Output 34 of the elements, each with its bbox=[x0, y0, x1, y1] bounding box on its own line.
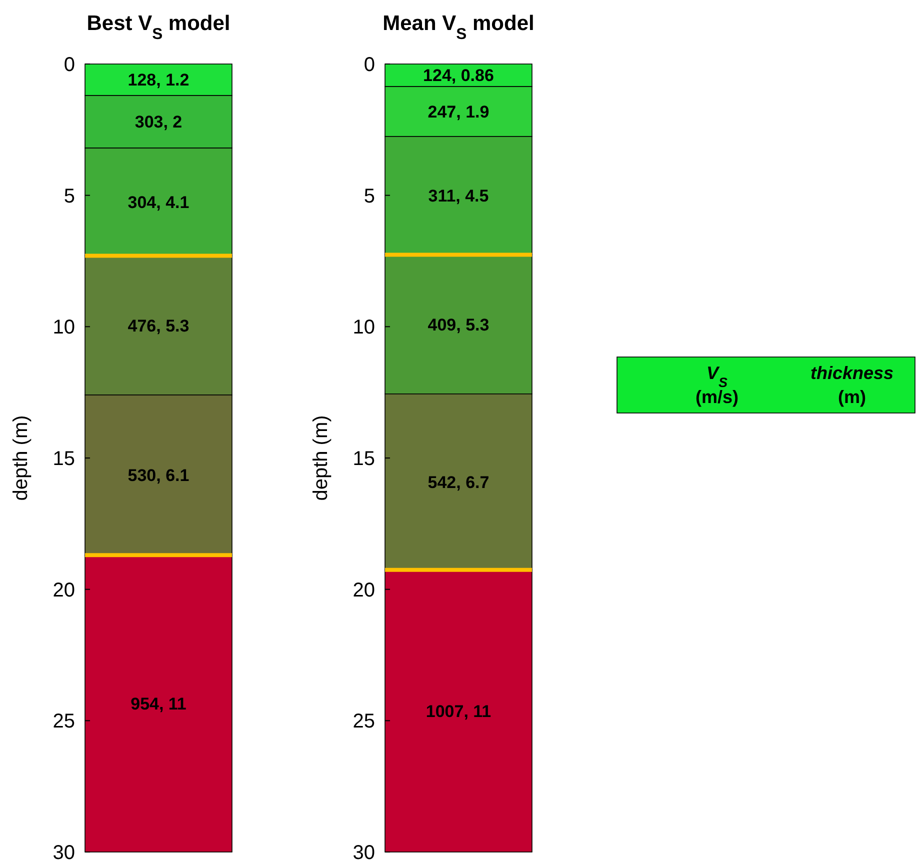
y-axis-title: depth (m) bbox=[310, 415, 332, 501]
y-tick-label: 20 bbox=[352, 579, 375, 602]
chart-title: Mean V$_{S}$ model bbox=[382, 12, 534, 42]
data-label: 303, 2 bbox=[134, 112, 182, 132]
data-label: 542, 6.7 bbox=[428, 472, 490, 492]
y-tick-label: 0 bbox=[64, 54, 75, 76]
y-tick-label: 5 bbox=[64, 185, 75, 208]
data-label: 128, 1.2 bbox=[128, 70, 190, 90]
y-tick-label: 30 bbox=[352, 842, 375, 863]
data-label: 304, 4.1 bbox=[128, 192, 190, 212]
y-tick-label: 25 bbox=[52, 710, 75, 733]
y-axis-title: depth (m) bbox=[10, 415, 32, 501]
chart-title: Best V$_{S}$ model bbox=[86, 12, 230, 42]
data-label: 311, 4.5 bbox=[428, 186, 489, 206]
y-tick-label: 15 bbox=[352, 448, 375, 470]
data-label: 124, 0.86 bbox=[423, 66, 494, 86]
data-label: 954, 11 bbox=[130, 694, 186, 714]
data-label: 409, 5.3 bbox=[428, 315, 490, 334]
text: (m/s) bbox=[695, 387, 739, 407]
y-tick-label: 25 bbox=[352, 710, 375, 733]
text: (m) bbox=[838, 387, 866, 407]
y-tick-label: 10 bbox=[352, 316, 375, 339]
y-tick-label: 0 bbox=[364, 54, 375, 76]
text: thickness bbox=[810, 363, 894, 383]
y-tick-label: 15 bbox=[52, 448, 75, 470]
data-label: 476, 5.3 bbox=[128, 316, 190, 336]
data-label: 247, 1.9 bbox=[428, 102, 490, 122]
data-label: 530, 6.1 bbox=[128, 466, 190, 486]
y-tick-label: 5 bbox=[364, 185, 375, 208]
data-label: 1007, 11 bbox=[426, 702, 492, 721]
y-tick-label: 10 bbox=[52, 316, 75, 339]
y-tick-label: 30 bbox=[52, 842, 75, 863]
text: V$_{S}$ bbox=[706, 363, 728, 390]
y-tick-label: 20 bbox=[52, 579, 75, 602]
